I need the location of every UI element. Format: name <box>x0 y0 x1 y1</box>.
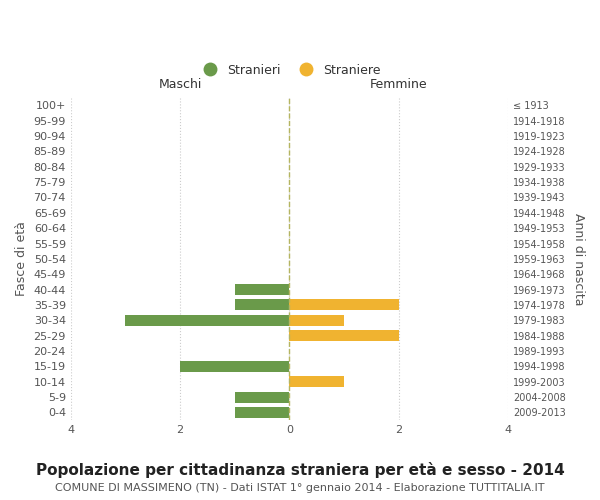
Bar <box>289 376 344 388</box>
Y-axis label: Anni di nascita: Anni di nascita <box>572 212 585 305</box>
Bar <box>235 284 289 295</box>
Text: Maschi: Maschi <box>158 78 202 91</box>
Bar <box>289 300 398 310</box>
Bar <box>125 315 289 326</box>
Bar <box>235 300 289 310</box>
Text: Femmine: Femmine <box>370 78 427 91</box>
Bar <box>235 392 289 402</box>
Bar <box>180 361 289 372</box>
Y-axis label: Fasce di età: Fasce di età <box>15 222 28 296</box>
Bar <box>289 330 398 341</box>
Legend: Stranieri, Straniere: Stranieri, Straniere <box>193 59 386 82</box>
Text: COMUNE DI MASSIMENO (TN) - Dati ISTAT 1° gennaio 2014 - Elaborazione TUTTITALIA.: COMUNE DI MASSIMENO (TN) - Dati ISTAT 1°… <box>55 483 545 493</box>
Text: Popolazione per cittadinanza straniera per età e sesso - 2014: Popolazione per cittadinanza straniera p… <box>35 462 565 478</box>
Bar <box>235 407 289 418</box>
Bar <box>289 315 344 326</box>
